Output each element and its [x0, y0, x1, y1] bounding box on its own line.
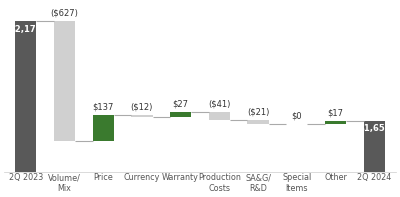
Bar	[209, 112, 230, 120]
Text: ($21): ($21)	[247, 107, 269, 116]
Text: $137: $137	[92, 102, 114, 112]
Bar	[15, 21, 36, 172]
Text: $2,170: $2,170	[10, 25, 42, 34]
Text: $1,650: $1,650	[358, 124, 390, 133]
Bar	[131, 115, 152, 117]
Bar	[170, 112, 191, 117]
Text: ($12): ($12)	[131, 102, 153, 112]
Bar	[248, 120, 269, 124]
Text: $17: $17	[328, 108, 344, 117]
Text: $0: $0	[292, 112, 302, 120]
Bar	[364, 121, 385, 172]
Bar	[92, 115, 114, 141]
Text: ($41): ($41)	[208, 100, 230, 109]
Bar	[325, 121, 346, 124]
Text: ($627): ($627)	[50, 9, 78, 18]
Bar	[54, 21, 75, 141]
Text: $27: $27	[173, 100, 189, 109]
